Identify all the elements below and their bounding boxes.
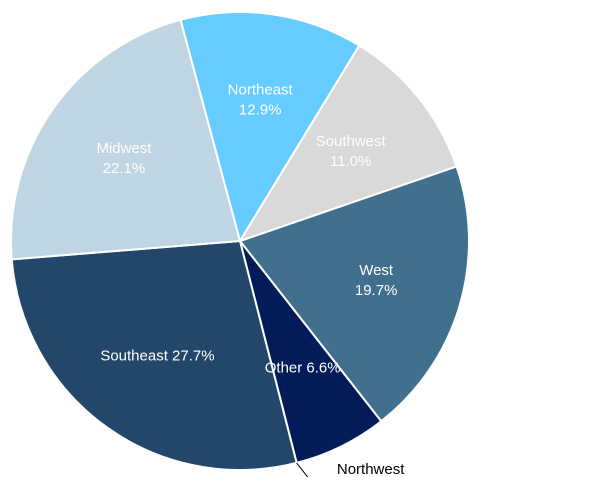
- slice-value-southwest: 11.0%: [330, 153, 371, 170]
- leader-line-northwest: [296, 462, 309, 477]
- slice-label-southwest: Southwest: [316, 133, 387, 150]
- slice-value-midwest: 22.1%: [103, 160, 146, 177]
- slice-southwest: [239, 44, 458, 242]
- slice-southeast: [10, 240, 298, 471]
- slice-label-other: Other 6.6%: [265, 359, 341, 376]
- slice-west: [239, 165, 470, 423]
- slice-label-southeast: Southeast 27.7%: [100, 347, 214, 364]
- slice-northeast: [179, 11, 361, 242]
- slice-midwest: [10, 18, 241, 261]
- slice-value-northeast: 12.9%: [239, 101, 282, 118]
- slice-label-midwest: Midwest: [96, 140, 152, 157]
- slice-value-west: 19.7%: [355, 282, 398, 299]
- pie-slices: [10, 11, 470, 471]
- slice-label-northwest: Northwest: [337, 461, 405, 477]
- slice-label-northeast: Northeast: [228, 81, 294, 98]
- slice-label-west: West: [359, 262, 394, 279]
